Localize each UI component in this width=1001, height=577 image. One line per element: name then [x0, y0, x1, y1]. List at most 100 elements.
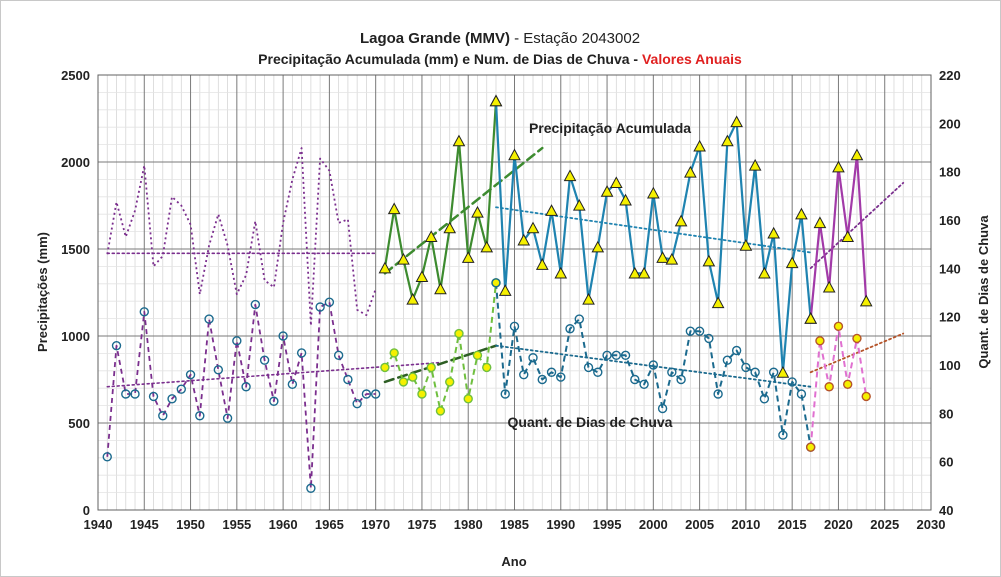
data-point-raindays-1971-1983: [472, 350, 483, 361]
x-tick-label: 1980: [454, 517, 483, 532]
data-point-precip-1971-1983: [406, 292, 420, 305]
x-tick-label: 1940: [84, 517, 113, 532]
data-point-raindays-1941-1970: [343, 374, 353, 385]
data-point-raindays-1941-1970: [361, 389, 372, 399]
data-point-raindays-1941-1970: [185, 369, 196, 380]
data-point-precip-2017-2023: [813, 216, 827, 229]
data-point-raindays-1971-1983: [380, 362, 390, 373]
data-point-raindays-1983-2017: [667, 367, 677, 377]
data-point-precip-1983-2017: [545, 204, 558, 216]
data-point-precip-1983-2017: [730, 115, 743, 128]
data-point-raindays-1941-1970: [324, 297, 335, 307]
trendline: [495, 344, 812, 388]
x-tick-label: 2010: [731, 517, 760, 532]
data-point-raindays-1941-1970: [111, 340, 122, 351]
title-line-1-main: Lagoa Grande (MMV): [360, 30, 510, 47]
data-point-precip-1983-2017: [526, 221, 540, 234]
data-point-precip-1983-2017: [498, 284, 512, 296]
data-point-raindays-1941-1970: [241, 382, 251, 392]
data-point-precip-1983-2017: [739, 238, 753, 251]
right-y-tick-label: 120: [939, 310, 961, 325]
data-point-raindays-1971-1983: [435, 406, 446, 416]
data-point-raindays-1941-1970: [333, 350, 344, 361]
x-tick-label: 2020: [824, 517, 853, 532]
data-point-raindays-1983-2017: [519, 369, 529, 380]
data-point-precip-1983-2017: [572, 198, 586, 211]
data-point-precip-1983-2017: [758, 266, 771, 279]
data-point-raindays-1983-2017: [537, 374, 547, 385]
data-point-raindays-1941-1970: [213, 365, 224, 375]
data-point-raindays-1971-1983: [389, 348, 399, 358]
right-y-tick-label: 80: [939, 406, 953, 421]
data-point-precip-1971-1983: [424, 230, 438, 242]
data-point-raindays-1983-2017: [639, 379, 649, 390]
x-tick-label: 2025: [870, 517, 899, 532]
data-point-raindays-1941-1970: [250, 299, 261, 310]
data-point-raindays-1983-2017: [556, 372, 566, 382]
left-y-tick-label: 2500: [61, 68, 90, 83]
data-point-raindays-1983-2017: [759, 394, 770, 404]
data-point-raindays-1983-2017: [648, 360, 659, 370]
data-point-raindays-1941-1970: [176, 384, 187, 394]
data-point-raindays-1971-1983: [454, 328, 464, 339]
data-point-raindays-1941-1970: [121, 389, 131, 399]
data-point-precip-1983-2017: [785, 256, 799, 269]
data-point-raindays-1983-2017: [713, 389, 723, 399]
data-point-raindays-1941-1970: [296, 348, 307, 358]
data-point-precip-2017-2023: [804, 312, 818, 324]
data-point-raindays-1983-2017: [611, 350, 622, 361]
data-point-precip-1983-2017: [563, 169, 577, 182]
data-point-raindays-1983-2017: [593, 367, 603, 377]
right-y-tick-label: 100: [939, 358, 961, 373]
data-point-raindays-1941-1970: [278, 331, 288, 341]
title-line-1-rest: - Estação 2043002: [510, 30, 640, 47]
data-point-precip-1971-1983: [434, 282, 447, 295]
data-point-precip-1983-2017: [591, 240, 605, 253]
data-point-raindays-1983-2017: [778, 430, 788, 440]
data-point-raindays-1983-2017: [528, 353, 538, 363]
data-point-raindays-1971-1983: [426, 362, 436, 373]
data-point-raindays-1941-1970: [139, 307, 149, 317]
data-point-raindays-1971-1983: [445, 377, 455, 387]
data-point-precip-1971-1983: [415, 270, 429, 283]
right-y-tick-label: 200: [939, 116, 961, 131]
data-point-raindays-1983-2017: [491, 278, 501, 288]
data-point-precip-1983-2017: [656, 251, 669, 263]
data-point-raindays-1941-1970: [130, 389, 140, 399]
right-y-tick-label: 140: [939, 261, 961, 276]
x-tick-label: 1990: [546, 517, 575, 532]
data-point-precip-1971-1983: [452, 134, 466, 147]
x-tick-label: 1985: [500, 517, 529, 532]
data-point-raindays-1941-1970: [102, 452, 112, 462]
data-point-precip-1971-1983: [378, 261, 392, 274]
chart-title-line-2: Precipitação Acumulada (mm) e Num. de Di…: [258, 51, 742, 67]
trendline: [495, 206, 812, 254]
data-point-raindays-2017-2023: [833, 321, 844, 332]
data-point-raindays-2017-2023: [815, 336, 825, 346]
data-point-precip-2017-2023: [859, 294, 873, 307]
data-point-precip-1983-2017: [646, 186, 660, 199]
trendline: [809, 332, 905, 374]
trendline: [106, 361, 442, 388]
title-line-2-main: Precipitação Acumulada (mm) e Num. de Di…: [258, 51, 642, 67]
data-point-precip-1983-2017: [628, 266, 642, 279]
data-point-raindays-1941-1970: [352, 398, 362, 409]
data-point-raindays-2017-2023: [843, 379, 853, 390]
data-point-precip-1983-2017: [767, 226, 780, 239]
data-point-raindays-1941-1970: [315, 302, 325, 312]
annotation-rain-days: Quant. de Dias de Chuva: [508, 414, 673, 430]
right-y-axis-label: Quant. de Dias de Chuva: [976, 215, 991, 369]
data-point-raindays-2017-2023: [861, 391, 871, 402]
data-point-precip-1983-2017: [637, 266, 651, 279]
data-point-raindays-1983-2017: [741, 362, 751, 373]
x-tick-label: 1945: [130, 517, 159, 532]
data-point-precip-1983-2017: [776, 365, 790, 378]
data-point-precip-1983-2017: [582, 292, 595, 305]
data-point-precip-1971-1983: [461, 251, 475, 263]
right-y-tick-label: 180: [939, 165, 961, 180]
data-point-precip-1971-1983: [397, 252, 410, 265]
chart-title-line-1: Lagoa Grande (MMV) - Estação 2043002: [360, 30, 640, 47]
series-line-precip-1941-1970: [106, 147, 377, 327]
data-point-precip-1983-2017: [702, 254, 716, 267]
